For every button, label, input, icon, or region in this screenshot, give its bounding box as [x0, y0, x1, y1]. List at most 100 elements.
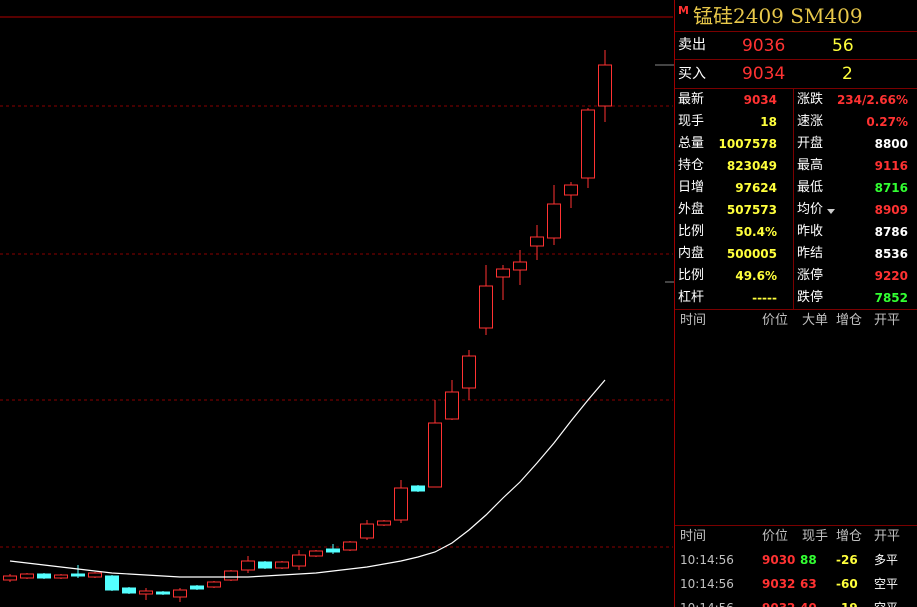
stat-label: 最低 — [797, 180, 824, 195]
moving-average — [9, 379, 606, 578]
ask-volume: 56 — [832, 36, 854, 56]
candle-body — [343, 541, 357, 551]
stat-value: ----- — [752, 291, 777, 305]
stat-value: 823049 — [726, 159, 777, 173]
candle-body — [598, 64, 612, 107]
trade-cell: 多平 — [874, 553, 899, 567]
trade-cell: 63 — [800, 577, 817, 591]
candle-body — [156, 591, 170, 595]
trade-cell: 空平 — [874, 577, 899, 591]
stat-label: 杠杆 — [678, 290, 705, 305]
stat-value: 50.4% — [735, 225, 777, 239]
stat-value: 8716 — [874, 181, 908, 195]
candle-body — [258, 561, 272, 569]
stat-value: 9220 — [874, 269, 908, 283]
candle-body — [309, 550, 323, 557]
stat-value: 7852 — [874, 291, 908, 305]
candle-body — [105, 575, 119, 591]
divider — [675, 59, 917, 60]
panel-border — [674, 0, 675, 607]
stat-label: 跌停 — [797, 290, 824, 305]
column-header: 时间 — [680, 529, 707, 544]
stat-label: 日增 — [678, 180, 705, 195]
divider — [675, 88, 917, 89]
candle-body — [190, 585, 204, 590]
candle-body — [37, 573, 51, 579]
stat-value: 0.27% — [866, 115, 908, 129]
stat-label: 外盘 — [678, 202, 705, 217]
candle-body — [377, 520, 391, 526]
candle-body — [88, 572, 102, 578]
bid-price: 9034 — [742, 64, 786, 84]
trade-cell: -60 — [836, 577, 858, 591]
stat-value: 8800 — [874, 137, 908, 151]
stat-label: 现手 — [678, 114, 705, 129]
column-header: 增仓 — [836, 529, 863, 544]
trade-cell: 40 — [800, 600, 817, 607]
candle-body — [71, 573, 85, 577]
trade-cell: 10:14:56 — [680, 600, 734, 607]
candle-body — [581, 109, 595, 179]
stat-value: 500005 — [726, 247, 777, 261]
stat-label: 涨停 — [797, 268, 824, 283]
candle-body — [530, 236, 544, 247]
candle-body — [564, 184, 578, 196]
stat-value: 1007578 — [718, 137, 777, 151]
candle-body — [326, 548, 340, 553]
trade-cell: 9032 — [762, 600, 795, 607]
trade-cell: 10:14:56 — [680, 577, 734, 591]
candle-body — [496, 268, 510, 278]
bid-volume: 2 — [842, 64, 853, 84]
candle-body — [139, 590, 153, 595]
candle-body — [224, 570, 238, 581]
candle-body — [513, 261, 527, 271]
stat-value: 49.6% — [735, 269, 777, 283]
trade-cell: 10:14:56 — [680, 553, 734, 567]
stat-label: 比例 — [678, 268, 705, 283]
title: 锰硅2409 SM409 — [693, 4, 863, 28]
candle-body — [547, 203, 561, 239]
trade-cell: -26 — [836, 553, 858, 567]
stat-label: 持仓 — [678, 158, 705, 173]
stat-label: 均价 — [797, 202, 824, 217]
candle-body — [445, 391, 459, 420]
candle-body — [241, 560, 255, 571]
stat-value: 18 — [760, 115, 777, 129]
divider — [675, 525, 917, 526]
candle-body — [173, 589, 187, 598]
ask-price: 9036 — [742, 36, 786, 56]
stat-label: 总量 — [678, 136, 705, 151]
column-header: 价位 — [762, 313, 789, 328]
column-header: 开平 — [874, 529, 901, 544]
trade-cell: 空平 — [874, 600, 898, 607]
stat-value: 8536 — [874, 247, 908, 261]
stat-value: 8909 — [874, 203, 908, 217]
dropdown-arrow[interactable] — [827, 209, 835, 214]
stat-label: 涨跌 — [797, 92, 824, 107]
stat-value: 507573 — [726, 203, 777, 217]
column-header: 增仓 — [836, 313, 863, 328]
candle-body — [360, 523, 374, 539]
stat-value: 97624 — [735, 181, 777, 195]
stat-label: 最高 — [797, 158, 824, 173]
stat-label: 昨收 — [797, 224, 824, 239]
column-header: 时间 — [680, 313, 707, 328]
ask-label: 卖出 — [678, 37, 706, 53]
candle-body — [411, 485, 425, 492]
stat-label: 内盘 — [678, 246, 705, 261]
column-header: 大单 — [802, 313, 829, 328]
stat-value: 8786 — [874, 225, 908, 239]
column-header: 开平 — [874, 313, 901, 328]
bid-label: 买入 — [678, 66, 706, 82]
stat-value: 234/2.66% — [836, 93, 908, 107]
candle-body — [394, 487, 408, 521]
candle-body — [20, 573, 34, 579]
candle-body — [275, 561, 289, 569]
candle-body — [3, 575, 17, 581]
divider — [793, 88, 794, 309]
trade-cell: 9030 — [762, 553, 796, 567]
candle-body — [462, 355, 476, 389]
trade-cell: 88 — [800, 553, 817, 567]
